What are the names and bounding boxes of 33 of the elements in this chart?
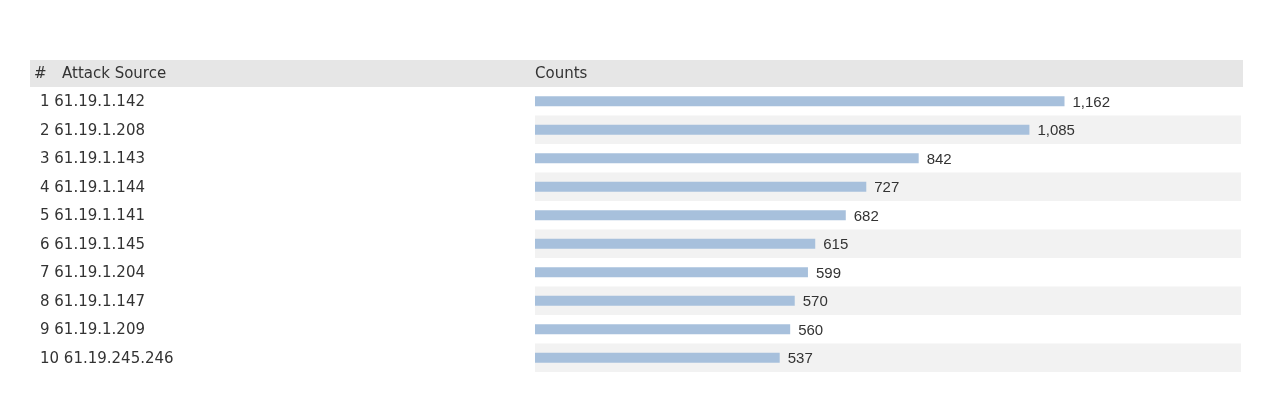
data-label: 537 bbox=[787, 349, 813, 367]
y-tick-label: 5 61.19.1.141 bbox=[40, 206, 145, 225]
y-tick-label: 3 61.19.1.143 bbox=[40, 149, 145, 168]
y-axis-title: Attack Source bbox=[62, 64, 167, 82]
y-tick-label: 6 61.19.1.145 bbox=[40, 234, 145, 253]
bar bbox=[535, 153, 919, 164]
y-tick-label: 1 61.19.1.142 bbox=[40, 92, 145, 111]
x-axis-title: Counts bbox=[535, 64, 588, 82]
y-tick-label: 2 61.19.1.208 bbox=[40, 120, 145, 139]
bar bbox=[535, 324, 791, 335]
y-tick-label: 10 61.19.245.246 bbox=[40, 348, 174, 367]
y-tick-label: 7 61.19.1.204 bbox=[40, 263, 145, 282]
data-label: 682 bbox=[853, 206, 879, 224]
bar bbox=[535, 295, 795, 306]
data-label: 599 bbox=[815, 263, 841, 281]
text: # bbox=[34, 64, 47, 82]
data-label: 570 bbox=[802, 292, 828, 310]
bar bbox=[535, 96, 1065, 107]
data-label: 615 bbox=[823, 235, 849, 253]
bar bbox=[535, 124, 1030, 135]
bar bbox=[535, 238, 816, 249]
data-label: 842 bbox=[926, 149, 952, 167]
bar bbox=[535, 352, 780, 363]
data-label: 727 bbox=[874, 178, 900, 196]
data-label: 1,085 bbox=[1037, 121, 1075, 139]
y-tick-label: 4 61.19.1.144 bbox=[40, 177, 145, 196]
y-tick-label: 9 61.19.1.209 bbox=[40, 320, 145, 339]
data-label: 560 bbox=[798, 320, 824, 338]
bar bbox=[535, 181, 867, 192]
data-label: 1,162 bbox=[1072, 92, 1111, 110]
bar bbox=[535, 267, 808, 278]
bar bbox=[535, 210, 846, 221]
y-tick-label: 8 61.19.1.147 bbox=[40, 291, 145, 310]
